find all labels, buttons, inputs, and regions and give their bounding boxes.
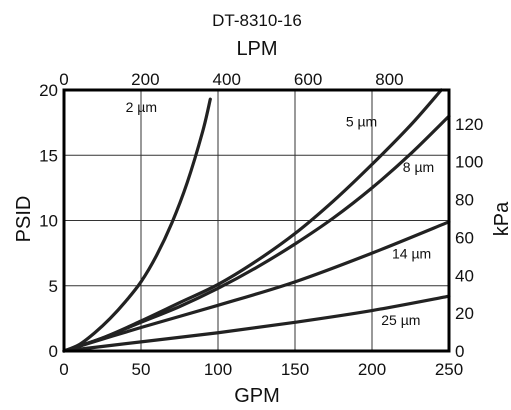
x-tick-label: 50 xyxy=(132,360,151,379)
curve-labels: 2 µm 5 µm 8 µm 14 µm 25 µm xyxy=(126,99,435,328)
curve-label: 14 µm xyxy=(392,245,431,261)
y2-tick-label: 100 xyxy=(455,153,483,172)
chart-title: DT-8310-16 xyxy=(212,11,302,30)
x2-axis-title: LPM xyxy=(236,38,277,60)
y-tick-label: 15 xyxy=(39,146,58,165)
x2-tick-label: 800 xyxy=(375,70,403,89)
x-axis-title: GPM xyxy=(234,385,280,407)
y2-tick-label: 20 xyxy=(455,304,474,323)
y2-tick-label: 120 xyxy=(455,115,483,134)
y2-tick-label: 80 xyxy=(455,191,474,210)
x-tick-label: 0 xyxy=(59,360,68,379)
curve-series-0 xyxy=(62,97,212,353)
curve-label: 5 µm xyxy=(346,114,377,130)
x-tick-label: 100 xyxy=(204,360,232,379)
curve-series-4 xyxy=(62,294,451,353)
y-axis-title: PSID xyxy=(13,196,35,243)
curve-series-2 xyxy=(62,114,451,353)
x-tick-label: 250 xyxy=(435,360,463,379)
y-tick-label: 5 xyxy=(49,277,58,296)
x2-tick-label: 600 xyxy=(294,70,322,89)
curve-series-3 xyxy=(62,220,451,353)
x-tick-label: 150 xyxy=(281,360,309,379)
y2-tick-label: 0 xyxy=(455,342,464,361)
y-tick-label: 0 xyxy=(49,342,58,361)
curve-label: 25 µm xyxy=(381,312,420,328)
y-tick-label: 10 xyxy=(39,212,58,231)
plot-frame xyxy=(62,88,451,353)
y2-axis-title: kPa xyxy=(491,201,511,236)
y-tick-label: 20 xyxy=(39,81,58,100)
curve-label: 8 µm xyxy=(403,159,434,175)
x-tick-label: 200 xyxy=(358,360,386,379)
x2-tick-label: 400 xyxy=(213,70,241,89)
x2-tick-label: 200 xyxy=(131,70,159,89)
grid-lines xyxy=(64,90,449,351)
y2-tick-label: 40 xyxy=(455,266,474,285)
y2-tick-label: 60 xyxy=(455,228,474,247)
curve-label: 2 µm xyxy=(126,99,157,115)
x2-tick-label: 0 xyxy=(59,70,68,89)
flow-curves xyxy=(62,88,451,353)
